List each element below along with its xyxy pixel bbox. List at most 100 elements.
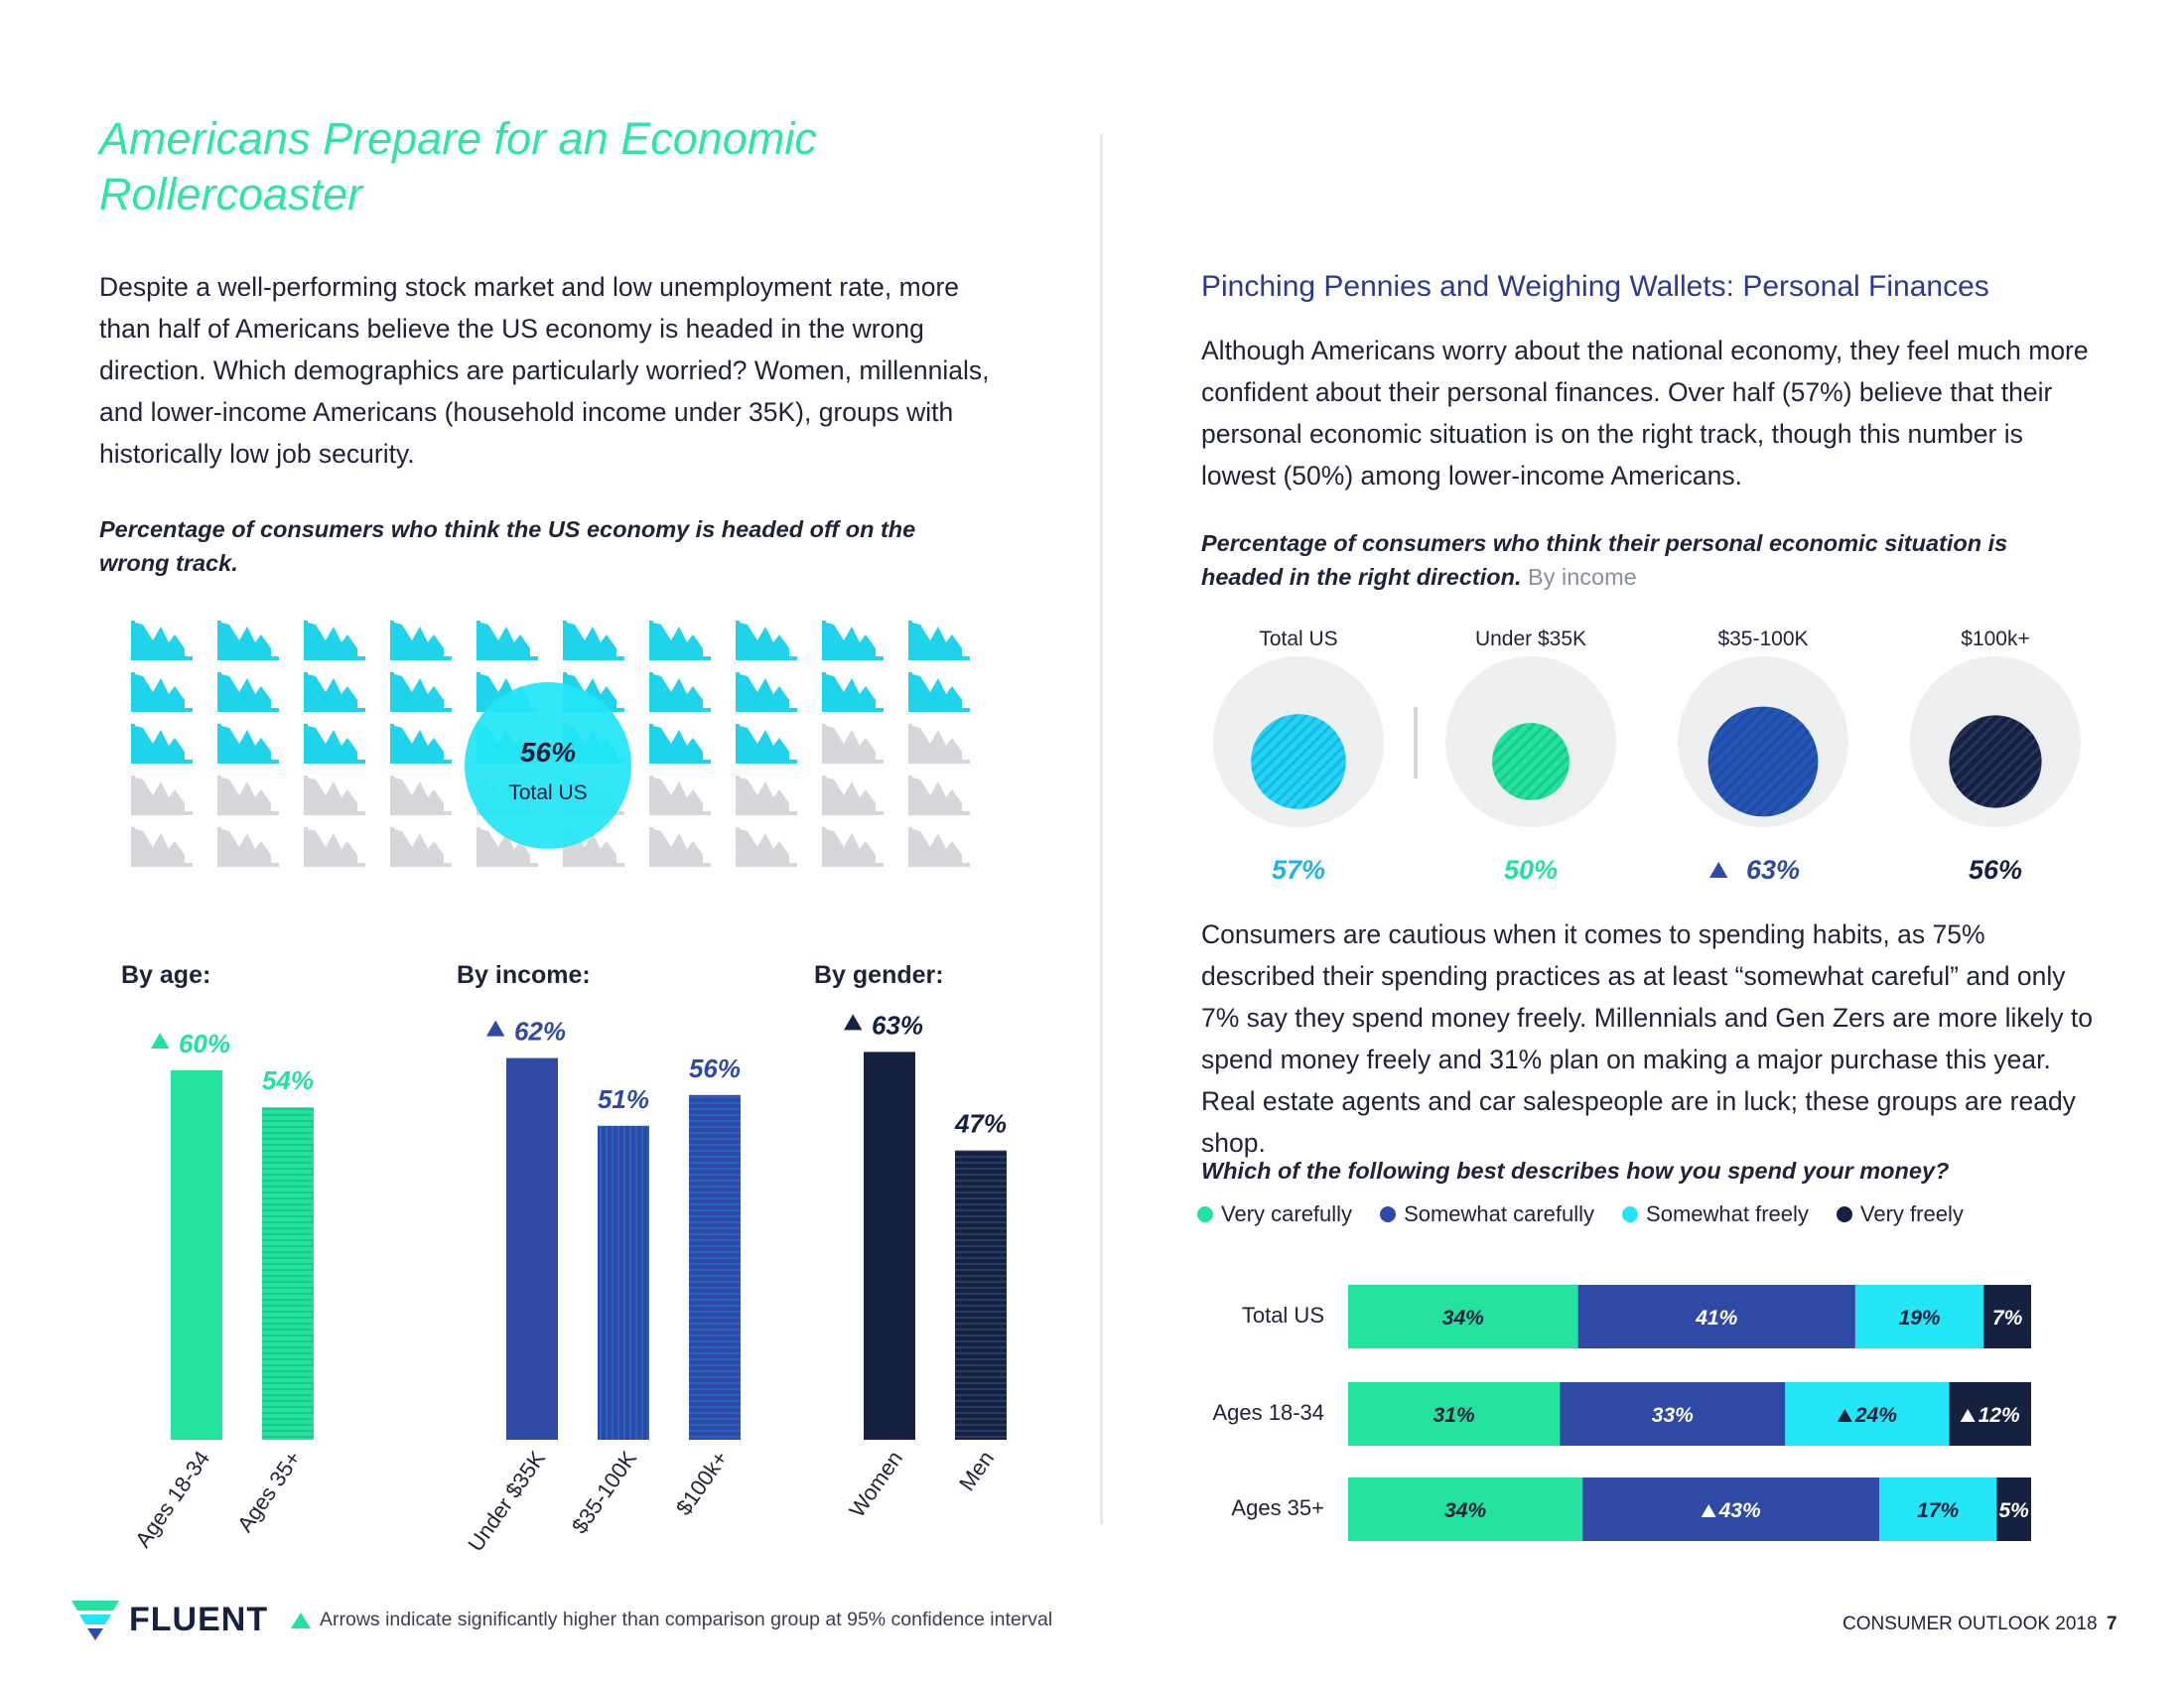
bubble-category-label: $100k+: [1961, 628, 2029, 650]
significance-arrow-icon: [1837, 1409, 1852, 1422]
stacked-segment: [1879, 1477, 1997, 1541]
brand-name: FLUENT: [129, 1601, 269, 1638]
declining-chart-icon: [304, 775, 365, 815]
stacked-value-label: 43%: [1718, 1499, 1761, 1522]
significance-arrow-icon: [1709, 862, 1728, 878]
declining-chart-icon: [131, 724, 193, 764]
declining-chart-icon: [822, 775, 884, 815]
bar-value-label: 62%: [514, 1017, 566, 1047]
significance-arrow-icon: [151, 1033, 170, 1049]
bubble-category-label: $35-100K: [1717, 628, 1808, 650]
declining-chart-icon: [649, 621, 711, 660]
bar-category-label: Ages 35+: [232, 1447, 306, 1537]
bar-value-label: 60%: [179, 1029, 230, 1058]
stacked-segment: [1582, 1477, 1880, 1541]
bar-group-title: By age:: [121, 961, 210, 989]
pictograph-caption: Percentage of consumers who think the US…: [99, 516, 916, 576]
legend-dot-icon: [1836, 1206, 1852, 1222]
intro-paragraph: Despite a well-performing stock market a…: [99, 272, 990, 469]
declining-chart-icon: [908, 775, 970, 815]
footer-publication: CONSUMER OUTLOOK 2018: [1843, 1614, 2098, 1634]
bar-charts: By age: 60% Ages 18-34 54% Ages 35+ By income…: [121, 961, 1007, 1556]
declining-chart-icon: [217, 775, 279, 815]
bar-category-label: Women: [844, 1447, 907, 1522]
stacked-segment: [1949, 1382, 2031, 1446]
bar: [864, 1052, 915, 1440]
bubble-value-label: 56%: [1969, 855, 2022, 885]
legend-label: Somewhat freely: [1646, 1201, 1809, 1226]
stacked-value-label: 5%: [1998, 1499, 2029, 1522]
declining-chart-icon: [304, 672, 365, 712]
right-section-title: Pinching Pennies and Weighing Wallets: P…: [1201, 270, 1989, 303]
declining-chart-icon: [736, 672, 797, 712]
stacked-bar-chart: Total US 34% 41% 19% 7% Ages 18-34 31% 33% 24% 12…: [1212, 1285, 2031, 1541]
pictograph-chart: 56% Total US: [131, 621, 970, 867]
legend-item: Somewhat carefully: [1380, 1201, 1594, 1227]
stacked-value-label: 33%: [1652, 1404, 1694, 1427]
right-intro-paragraph: Although Americans worry about the natio…: [1201, 336, 2089, 491]
bubble-category-label: Under $35K: [1475, 628, 1586, 650]
legend-item: Very carefully: [1197, 1201, 1352, 1227]
bar-value-label: 47%: [954, 1109, 1007, 1139]
bar-value-label: 56%: [689, 1054, 741, 1083]
declining-chart-icon: [217, 724, 279, 764]
stacked-value-label: 7%: [1992, 1307, 2023, 1330]
declining-chart-icon: [908, 724, 970, 764]
declining-chart-icon: [477, 621, 538, 660]
stacked-value-label: 34%: [1444, 1499, 1486, 1522]
declining-chart-icon: [304, 724, 365, 764]
legend-label: Somewhat carefully: [1404, 1201, 1595, 1226]
bubble: [1251, 714, 1346, 809]
significance-arrow-icon: [1701, 1504, 1716, 1517]
bubble: [1707, 706, 1819, 817]
declining-chart-icon: [649, 724, 711, 764]
bubble-caption-suffix: By income: [1528, 564, 1637, 590]
declining-chart-icon: [304, 621, 365, 660]
page-number: 7: [2107, 1614, 2117, 1634]
bubble-value-label: 63%: [1746, 855, 1800, 885]
bar-value-label: 63%: [872, 1010, 923, 1040]
declining-chart-icon: [649, 672, 711, 712]
page-title: Americans Prepare for an Economic Roller…: [99, 113, 817, 219]
legend-dot-icon: [1380, 1206, 1397, 1222]
bar: [262, 1107, 314, 1440]
stacked-chart-caption: Which of the following best describes ho…: [1201, 1158, 1950, 1184]
declining-chart-icon: [736, 724, 797, 764]
stacked-value-label: 31%: [1433, 1404, 1475, 1427]
declining-chart-icon: [908, 827, 970, 867]
declining-chart-icon: [131, 775, 193, 815]
bubble-category-label: Total US: [1259, 628, 1337, 650]
declining-chart-icon: [908, 621, 970, 660]
declining-chart-icon: [736, 621, 797, 660]
stacked-category-label: Ages 35+: [1231, 1495, 1324, 1520]
declining-chart-icon: [217, 621, 279, 660]
significance-arrow-icon: [1960, 1409, 1976, 1422]
legend-label: Very carefully: [1221, 1201, 1353, 1226]
declining-chart-icon: [822, 827, 884, 867]
stacked-category-label: Total US: [1242, 1303, 1324, 1328]
declining-chart-icon: [736, 827, 797, 867]
declining-chart-icon: [822, 672, 884, 712]
right-body-paragraph: Consumers are cautious when it comes to …: [1201, 919, 2093, 1158]
pictograph-highlight-circle: [465, 682, 631, 849]
stacked-value-label: 34%: [1442, 1307, 1484, 1330]
declining-chart-icon: [649, 827, 711, 867]
bubble-chart-caption: Percentage of consumers who think their …: [1201, 526, 2095, 594]
stacked-segment: [1983, 1285, 2031, 1348]
stacked-segment: [1348, 1382, 1561, 1446]
legend-label: Very freely: [1859, 1201, 1964, 1226]
footer-note: Arrows indicate significantly higher tha…: [320, 1609, 1053, 1630]
legend-item: Somewhat freely: [1622, 1201, 1809, 1227]
pictograph-value-label: 56%: [520, 737, 576, 768]
legend-item: Very freely: [1836, 1201, 1964, 1227]
bar-value-label: 54%: [262, 1065, 314, 1095]
declining-chart-icon: [131, 672, 193, 712]
bubble-value-label: 50%: [1504, 855, 1558, 885]
bubble-value-label: 57%: [1272, 855, 1325, 885]
bar-category-label: $35-100K: [567, 1446, 641, 1538]
declining-chart-icon: [563, 621, 624, 660]
fluent-logo-icon: [71, 1601, 119, 1640]
significance-arrow-icon: [291, 1613, 311, 1628]
legend-dot-icon: [1622, 1206, 1639, 1222]
bar-category-label: $100k+: [671, 1447, 733, 1520]
